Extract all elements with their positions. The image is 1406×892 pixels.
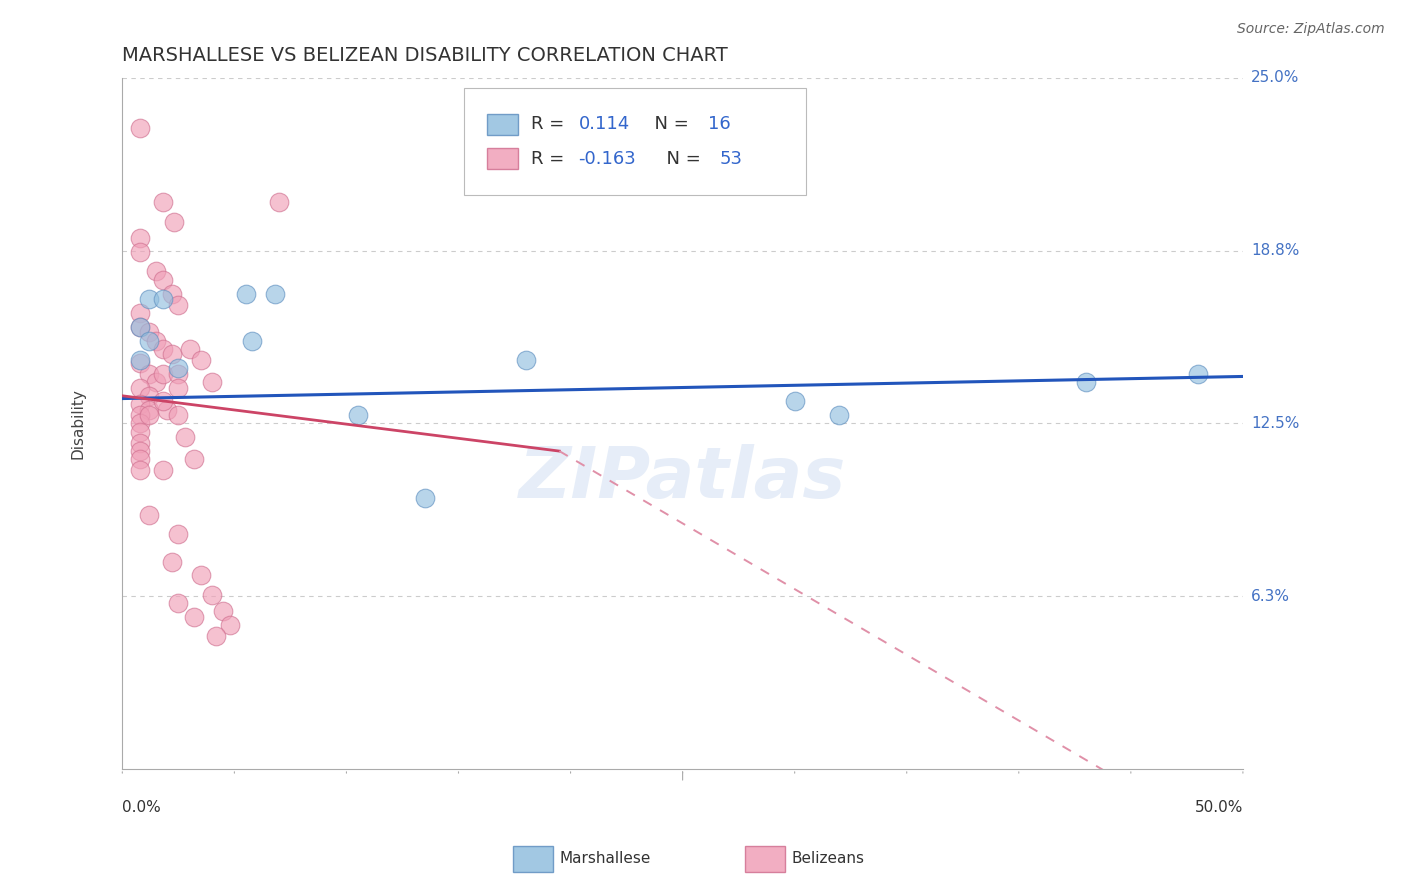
Point — [129, 397, 152, 411]
Point — [167, 380, 190, 394]
Point — [152, 394, 174, 409]
Point — [129, 408, 152, 422]
Point — [129, 120, 152, 135]
Point — [160, 347, 183, 361]
Point — [129, 356, 152, 370]
Point — [174, 430, 197, 444]
Point — [179, 342, 201, 356]
Text: 50.0%: 50.0% — [1195, 799, 1243, 814]
Point — [263, 286, 285, 301]
Text: Disability: Disability — [70, 388, 84, 458]
Point — [138, 408, 160, 422]
Point — [219, 618, 242, 632]
Point — [212, 604, 235, 618]
Point — [152, 463, 174, 477]
Point — [152, 342, 174, 356]
Text: 12.5%: 12.5% — [1251, 416, 1299, 431]
Text: 25.0%: 25.0% — [1251, 70, 1299, 86]
Point — [156, 402, 179, 417]
Point — [1074, 375, 1097, 389]
Point — [152, 292, 174, 306]
Point — [190, 568, 212, 582]
Point — [167, 596, 190, 610]
Point — [235, 286, 257, 301]
Point — [167, 408, 190, 422]
Point — [183, 610, 205, 624]
Point — [152, 195, 174, 210]
Point — [783, 394, 806, 409]
Point — [129, 417, 152, 431]
Point — [413, 491, 436, 505]
Point — [138, 402, 160, 417]
Point — [167, 527, 190, 541]
Point — [138, 508, 160, 522]
Point — [129, 444, 152, 458]
Point — [201, 375, 224, 389]
Point — [167, 367, 190, 381]
FancyBboxPatch shape — [486, 148, 517, 169]
Point — [201, 588, 224, 602]
Point — [138, 389, 160, 403]
Point — [145, 264, 167, 278]
Text: Belizeans: Belizeans — [792, 852, 865, 866]
Point — [190, 352, 212, 367]
Point — [152, 367, 174, 381]
Point — [129, 380, 152, 394]
Point — [145, 375, 167, 389]
Point — [129, 319, 152, 334]
FancyBboxPatch shape — [486, 114, 517, 135]
Point — [138, 292, 160, 306]
Point — [129, 425, 152, 439]
Text: 0.0%: 0.0% — [122, 799, 162, 814]
Text: MARSHALLESE VS BELIZEAN DISABILITY CORRELATION CHART: MARSHALLESE VS BELIZEAN DISABILITY CORRE… — [122, 46, 728, 65]
Text: N =: N = — [655, 150, 706, 168]
Point — [138, 325, 160, 339]
Point — [828, 408, 851, 422]
Point — [183, 452, 205, 467]
Point — [138, 367, 160, 381]
Text: 16: 16 — [709, 115, 731, 133]
Point — [205, 629, 228, 643]
Point — [129, 352, 152, 367]
Point — [129, 463, 152, 477]
Point — [129, 435, 152, 450]
Point — [167, 297, 190, 311]
Point — [160, 555, 183, 569]
Point — [145, 334, 167, 348]
Text: R =: R = — [531, 150, 571, 168]
Text: 6.3%: 6.3% — [1251, 589, 1291, 604]
Text: 18.8%: 18.8% — [1251, 244, 1299, 258]
Text: -0.163: -0.163 — [578, 150, 636, 168]
Point — [129, 245, 152, 260]
Point — [129, 319, 152, 334]
Point — [160, 286, 183, 301]
Text: R =: R = — [531, 115, 571, 133]
Point — [138, 334, 160, 348]
Text: 0.114: 0.114 — [578, 115, 630, 133]
Point — [346, 408, 368, 422]
Text: Marshallese: Marshallese — [560, 852, 651, 866]
Point — [167, 361, 190, 376]
Point — [515, 352, 537, 367]
Point — [152, 273, 174, 287]
Point — [163, 214, 186, 228]
Point — [269, 195, 291, 210]
Text: 53: 53 — [720, 150, 742, 168]
Point — [240, 334, 263, 348]
Text: Source: ZipAtlas.com: Source: ZipAtlas.com — [1237, 22, 1385, 37]
FancyBboxPatch shape — [464, 88, 806, 195]
Text: N =: N = — [644, 115, 695, 133]
Point — [1187, 367, 1209, 381]
Text: ZIPatlas: ZIPatlas — [519, 444, 846, 513]
Point — [129, 231, 152, 245]
Point — [129, 452, 152, 467]
Point — [129, 306, 152, 320]
